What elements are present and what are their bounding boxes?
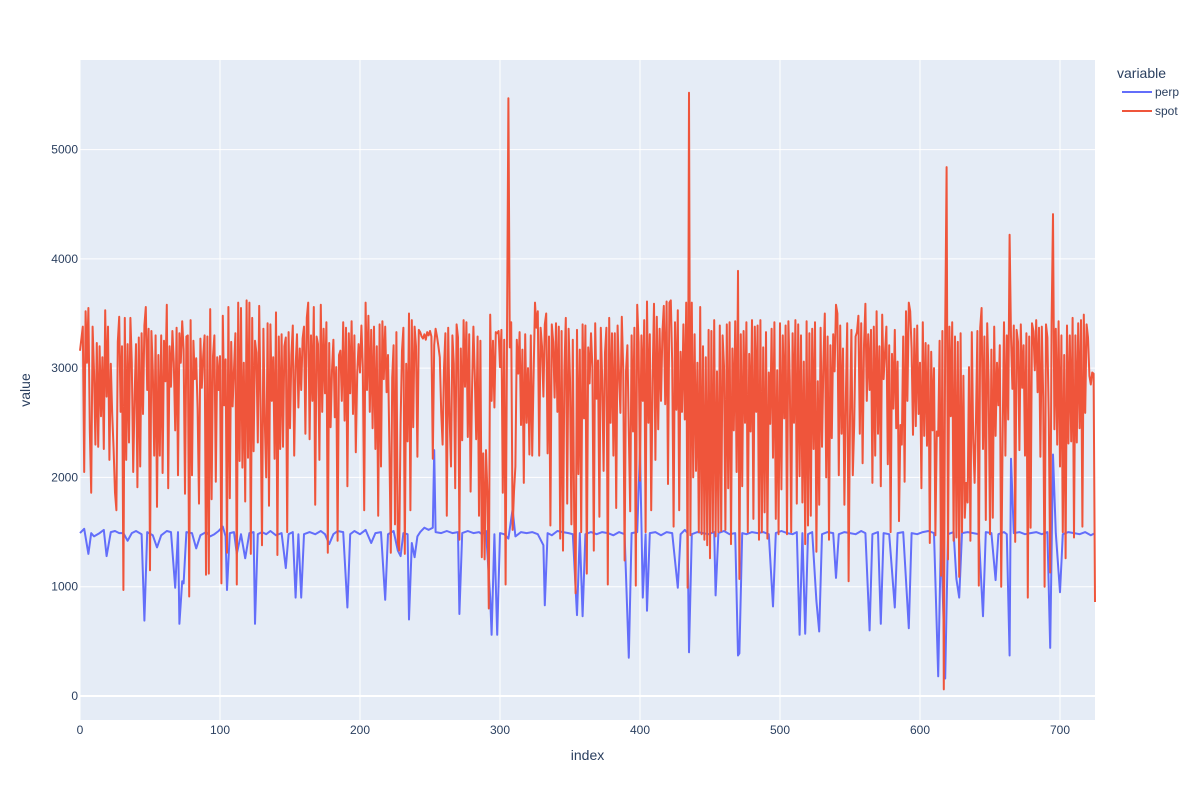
x-tick-labels: 0 100 200 300 400 500 600 700 [77,723,1071,737]
x-tick-label: 600 [910,723,930,737]
y-tick-labels: 0 1000 2000 3000 4000 5000 [51,143,78,703]
series-line-spot [79,91,1096,691]
legend-item-spot[interactable]: spot [1122,104,1178,118]
y-tick-label: 4000 [51,252,78,266]
x-tick-label: 700 [1050,723,1070,737]
legend-label: perp [1155,85,1179,99]
x-tick-label: 100 [210,723,230,737]
legend-label: spot [1155,104,1178,118]
legend-item-perp[interactable]: perp [1122,85,1179,99]
y-tick-label: 5000 [51,143,78,157]
y-tick-label: 0 [71,689,78,703]
legend-title: variable [1117,65,1166,81]
y-axis-label: value [17,373,33,407]
y-tick-label: 2000 [51,470,78,484]
x-tick-label: 200 [350,723,370,737]
legend-items[interactable]: perp spot [1122,85,1179,118]
x-tick-label: 0 [77,723,84,737]
x-tick-label: 300 [490,723,510,737]
y-tick-label: 1000 [51,580,78,594]
x-tick-label: 500 [770,723,790,737]
x-axis-label: index [571,747,604,763]
y-tick-label: 3000 [51,361,78,375]
series-layer [79,91,1096,691]
legend[interactable]: variable perp spot [1117,65,1179,118]
x-tick-label: 400 [630,723,650,737]
